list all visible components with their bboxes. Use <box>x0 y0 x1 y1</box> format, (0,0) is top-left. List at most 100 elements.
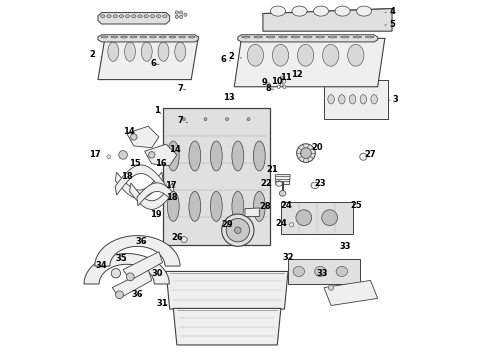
Text: 34: 34 <box>95 261 107 270</box>
Text: 33: 33 <box>340 242 351 251</box>
Text: 2: 2 <box>229 52 242 61</box>
Ellipse shape <box>290 223 294 227</box>
Ellipse shape <box>140 36 147 38</box>
Polygon shape <box>275 175 290 184</box>
Ellipse shape <box>270 6 286 16</box>
Text: 21: 21 <box>266 165 278 174</box>
Text: 13: 13 <box>223 93 235 102</box>
Ellipse shape <box>253 192 265 221</box>
Ellipse shape <box>266 36 275 38</box>
Ellipse shape <box>138 15 142 18</box>
Ellipse shape <box>280 83 283 87</box>
Ellipse shape <box>291 36 300 38</box>
Ellipse shape <box>353 36 362 38</box>
Polygon shape <box>123 252 163 280</box>
Text: 14: 14 <box>169 145 181 154</box>
Ellipse shape <box>279 36 287 38</box>
Ellipse shape <box>292 6 307 16</box>
Ellipse shape <box>119 15 123 18</box>
Polygon shape <box>263 9 392 31</box>
Text: 16: 16 <box>155 159 167 168</box>
Ellipse shape <box>156 15 161 18</box>
Text: 9: 9 <box>262 78 270 87</box>
Text: 6: 6 <box>150 59 159 68</box>
Ellipse shape <box>189 192 201 221</box>
Text: 3: 3 <box>389 95 398 104</box>
Text: 33: 33 <box>317 269 328 278</box>
Ellipse shape <box>124 42 135 61</box>
Text: 2: 2 <box>90 50 101 59</box>
Ellipse shape <box>277 85 280 89</box>
Ellipse shape <box>168 192 179 221</box>
Polygon shape <box>324 280 378 306</box>
Ellipse shape <box>232 192 244 221</box>
Ellipse shape <box>339 95 345 104</box>
Ellipse shape <box>210 192 222 221</box>
Text: 24: 24 <box>275 219 287 228</box>
Text: 29: 29 <box>221 220 233 229</box>
Polygon shape <box>98 35 198 42</box>
Text: 23: 23 <box>315 179 326 188</box>
Ellipse shape <box>283 80 286 83</box>
Ellipse shape <box>296 210 312 226</box>
Text: 24: 24 <box>280 201 292 210</box>
Ellipse shape <box>242 36 250 38</box>
Polygon shape <box>145 144 177 166</box>
Ellipse shape <box>341 36 349 38</box>
Ellipse shape <box>210 141 222 171</box>
Ellipse shape <box>279 190 286 196</box>
Polygon shape <box>166 271 288 309</box>
Text: 36: 36 <box>132 290 143 299</box>
Text: 22: 22 <box>261 179 272 188</box>
Ellipse shape <box>179 15 183 18</box>
Text: 5: 5 <box>385 19 395 28</box>
Ellipse shape <box>189 141 201 171</box>
Ellipse shape <box>132 15 136 18</box>
Ellipse shape <box>336 266 347 276</box>
Ellipse shape <box>181 237 187 242</box>
Polygon shape <box>324 80 389 119</box>
Ellipse shape <box>168 141 179 171</box>
Polygon shape <box>245 208 259 217</box>
Ellipse shape <box>221 214 254 246</box>
Ellipse shape <box>101 36 108 38</box>
Ellipse shape <box>360 153 367 160</box>
Ellipse shape <box>121 36 127 38</box>
Text: 36: 36 <box>135 237 147 246</box>
Ellipse shape <box>126 273 134 281</box>
Polygon shape <box>288 259 360 284</box>
Ellipse shape <box>150 15 154 18</box>
Ellipse shape <box>119 150 127 159</box>
Text: 10: 10 <box>271 77 283 86</box>
Ellipse shape <box>159 36 166 38</box>
Ellipse shape <box>116 291 123 299</box>
Ellipse shape <box>347 44 364 66</box>
Polygon shape <box>112 270 152 298</box>
Text: 4: 4 <box>385 7 395 16</box>
Ellipse shape <box>108 42 119 61</box>
Polygon shape <box>234 39 385 87</box>
Ellipse shape <box>300 148 311 158</box>
Text: 35: 35 <box>116 255 127 264</box>
Ellipse shape <box>226 219 249 242</box>
Text: 28: 28 <box>259 202 270 211</box>
Ellipse shape <box>314 6 329 16</box>
Ellipse shape <box>225 118 228 121</box>
Ellipse shape <box>113 15 118 18</box>
Ellipse shape <box>107 15 111 18</box>
Ellipse shape <box>297 44 314 66</box>
Ellipse shape <box>175 11 178 14</box>
Ellipse shape <box>232 141 244 171</box>
Polygon shape <box>115 172 163 199</box>
Ellipse shape <box>111 269 121 278</box>
Ellipse shape <box>247 44 264 66</box>
Ellipse shape <box>175 15 178 18</box>
Polygon shape <box>84 253 170 284</box>
Ellipse shape <box>328 36 337 38</box>
Ellipse shape <box>148 152 155 158</box>
Ellipse shape <box>125 15 130 18</box>
Polygon shape <box>238 35 378 42</box>
Polygon shape <box>98 13 170 24</box>
Ellipse shape <box>169 36 176 38</box>
Ellipse shape <box>357 6 371 16</box>
